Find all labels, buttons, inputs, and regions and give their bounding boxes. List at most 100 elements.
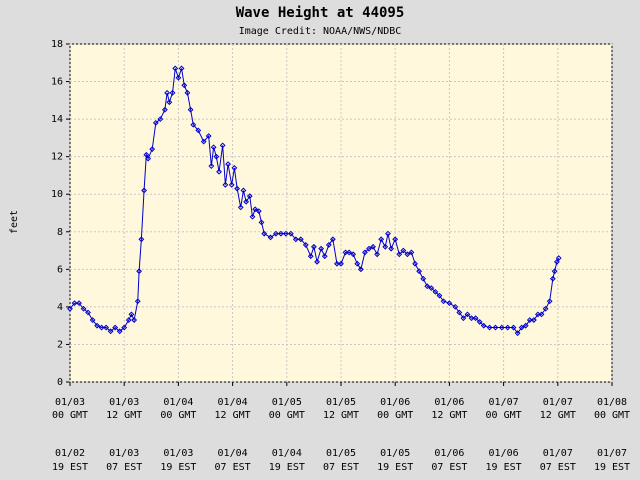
data-point: [149, 146, 156, 153]
x-tick-est-date: 01/06: [489, 448, 519, 459]
y-tick-label: 8: [57, 227, 63, 238]
x-tick-label: 01/05: [272, 397, 302, 408]
x-tick-est-date: 01/07: [543, 448, 573, 459]
data-point: [549, 275, 556, 282]
data-point: [396, 251, 403, 258]
data-point: [169, 89, 176, 96]
data-point: [175, 74, 182, 81]
data-point: [234, 185, 241, 192]
data-point: [121, 324, 128, 331]
x-tick-est-time: 07 EST: [215, 462, 251, 473]
data-point: [404, 251, 411, 258]
x-tick-est-time: 19 EST: [52, 462, 88, 473]
data-point: [412, 260, 418, 267]
data-point: [436, 292, 443, 299]
x-tick-est-time: 19 EST: [486, 462, 522, 473]
x-tick-label: 01/08: [597, 397, 627, 408]
data-point: [378, 236, 385, 243]
data-point: [136, 268, 143, 275]
data-point: [514, 330, 521, 337]
data-point: [243, 198, 250, 205]
x-tick-label: 01/04: [218, 397, 248, 408]
data-point: [370, 243, 376, 250]
y-tick-label: 10: [51, 189, 63, 200]
x-tick-est-date: 01/04: [272, 448, 302, 459]
y-tick-label: 16: [51, 77, 63, 88]
data-point: [164, 89, 171, 96]
x-tick-time: 12 GMT: [106, 410, 142, 421]
x-tick-label: 01/07: [489, 397, 519, 408]
y-tick-label: 4: [57, 302, 63, 313]
chart-subtitle: Image Credit: NOAA/NWS/NDBC: [239, 26, 402, 37]
data-point: [486, 324, 493, 331]
x-tick-label: 01/03: [55, 397, 85, 408]
data-point: [116, 328, 123, 335]
data-point: [382, 243, 389, 250]
data-point: [134, 298, 141, 305]
data-point: [103, 324, 110, 331]
data-point: [261, 230, 268, 237]
x-tick-est-time: 19 EST: [269, 462, 305, 473]
data-point: [350, 251, 357, 258]
data-point: [492, 324, 499, 331]
x-tick-est-date: 01/07: [597, 448, 627, 459]
data-point: [456, 309, 463, 316]
data-point: [228, 181, 235, 188]
data-point: [216, 168, 222, 175]
data-point: [76, 300, 82, 307]
data-point: [538, 311, 545, 318]
data-point: [480, 322, 487, 329]
data-point: [287, 230, 294, 237]
x-tick-time: 12 GMT: [431, 410, 467, 421]
data-point: [200, 138, 207, 145]
data-point: [338, 260, 344, 267]
x-tick-est-time: 19 EST: [377, 462, 413, 473]
x-tick-time: 12 GMT: [540, 410, 576, 421]
data-point: [318, 245, 325, 252]
x-tick-time: 00 GMT: [377, 410, 413, 421]
data-point: [195, 127, 202, 134]
data-point: [172, 65, 179, 72]
data-point: [181, 82, 188, 89]
x-tick-est-time: 07 EST: [323, 462, 359, 473]
data-point: [85, 309, 91, 316]
x-tick-time: 12 GMT: [323, 410, 359, 421]
y-tick-label: 2: [57, 339, 63, 350]
x-tick-label: 01/03: [109, 397, 139, 408]
data-point: [416, 268, 423, 275]
data-point: [138, 236, 145, 243]
data-point: [231, 165, 238, 171]
data-point: [161, 106, 168, 113]
data-point: [255, 208, 262, 215]
data-point: [555, 255, 562, 261]
data-point: [553, 258, 560, 265]
data-point: [346, 249, 353, 256]
data-point: [542, 305, 549, 312]
data-point: [321, 253, 328, 260]
data-point: [446, 300, 453, 307]
data-point: [131, 317, 138, 323]
data-point: [184, 89, 191, 96]
data-point: [420, 275, 427, 282]
data-point: [354, 260, 361, 267]
x-tick-time: 00 GMT: [486, 410, 522, 421]
y-tick-label: 6: [57, 264, 63, 275]
data-point: [464, 311, 471, 318]
data-point: [208, 163, 215, 169]
data-point: [219, 142, 226, 149]
data-point: [128, 311, 135, 318]
data-point: [94, 322, 101, 329]
data-point: [152, 119, 159, 126]
data-point: [252, 206, 259, 213]
data-point: [222, 181, 229, 188]
x-tick-label: 01/04: [163, 397, 193, 408]
data-point: [460, 315, 467, 322]
y-tick-label: 18: [51, 39, 63, 50]
data-point: [112, 324, 119, 331]
data-point: [432, 288, 439, 295]
x-tick-est-date: 01/05: [380, 448, 410, 459]
data-point: [362, 249, 368, 256]
data-point: [205, 133, 212, 139]
y-axis-label: feet: [9, 210, 20, 234]
